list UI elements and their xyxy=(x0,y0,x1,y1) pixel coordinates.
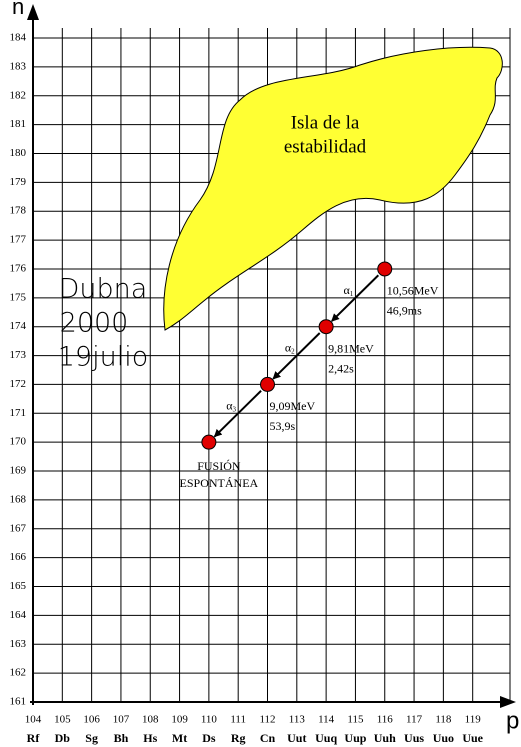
x-tick-label: 108 xyxy=(142,714,159,726)
point xyxy=(260,376,275,392)
alpha: α xyxy=(226,398,233,412)
y-tick-label: 167 xyxy=(10,522,27,534)
y-tick-label: 161 xyxy=(10,696,27,708)
y-tick-label: 174 xyxy=(10,320,27,332)
x-tick-label: 115 xyxy=(347,714,364,726)
x-tick-label: 109 xyxy=(171,714,188,726)
experiment-label: Dubna xyxy=(59,274,148,305)
y-tick-label: 162 xyxy=(10,667,27,679)
decay-symbol: α3 xyxy=(226,398,236,413)
point xyxy=(377,261,393,277)
element-symbol: Rf xyxy=(27,731,41,745)
y-tick-label: 170 xyxy=(10,436,27,448)
y-tick-label: 164 xyxy=(10,609,27,621)
y-tick-label: 175 xyxy=(10,291,27,303)
alpha-index: 1 xyxy=(350,289,354,297)
island-label: estabilidad xyxy=(284,136,367,157)
x-tick-label: 117 xyxy=(406,714,423,726)
experiment-label: 19julio xyxy=(58,342,149,373)
point xyxy=(201,434,217,450)
x-tick-label: 114 xyxy=(318,714,335,726)
element-symbol: Uuq xyxy=(315,731,337,745)
x-tick-label: 112 xyxy=(259,714,275,726)
alpha-index: 2 xyxy=(291,347,295,355)
x-tick-label: 113 xyxy=(289,714,306,726)
y-tick-label: 173 xyxy=(10,349,27,361)
y-tick-label: 172 xyxy=(10,378,27,390)
alpha: α xyxy=(343,283,350,297)
element-symbol: Rg xyxy=(231,731,246,745)
y-axis-label: n xyxy=(12,0,24,19)
y-tick-label: 181 xyxy=(10,118,27,130)
island-of-stability xyxy=(163,46,503,331)
element-symbol: Uue xyxy=(462,731,483,745)
island-label: Isla de la xyxy=(291,112,360,133)
element-symbol: Hs xyxy=(143,731,157,745)
x-axis-arrow xyxy=(500,696,516,708)
final-label: FUSIÓN xyxy=(197,459,241,473)
x-tick-label: 110 xyxy=(201,714,218,726)
y-tick-label: 163 xyxy=(10,638,27,650)
x-tick-label: 107 xyxy=(113,714,130,726)
y-tick-label: 177 xyxy=(10,234,27,246)
element-symbol: Uut xyxy=(287,731,306,745)
decay-symbol: α2 xyxy=(285,340,295,355)
x-tick-label: 104 xyxy=(25,714,42,726)
y-tick-label: 169 xyxy=(10,465,27,477)
decay-time: 53,9s xyxy=(270,419,296,433)
decay-time: 2,42s xyxy=(328,361,354,375)
x-tick-label: 119 xyxy=(465,714,482,726)
point xyxy=(318,319,334,335)
element-symbol: Db xyxy=(55,731,71,745)
experiment-label: 2000 xyxy=(60,308,129,339)
decay-arrow xyxy=(331,274,380,322)
final-label: ESPONTÁNEA xyxy=(180,476,259,490)
decay-arrow xyxy=(213,390,262,438)
y-tick-label: 182 xyxy=(10,89,27,101)
decay-time: 46,9ms xyxy=(387,304,422,318)
alpha: α xyxy=(285,340,292,354)
decay-energy: 9,81MeV xyxy=(328,341,374,355)
alpha-index: 3 xyxy=(232,405,236,413)
element-symbol: Sg xyxy=(85,731,98,745)
element-symbol: Cn xyxy=(260,731,276,745)
x-tick-label: 118 xyxy=(435,714,452,726)
y-tick-label: 165 xyxy=(10,580,27,592)
element-symbol: Uuh xyxy=(374,731,396,745)
x-axis-label: p xyxy=(506,707,519,734)
element-symbol: Mt xyxy=(172,731,187,745)
x-tick-label: 116 xyxy=(377,714,394,726)
y-tick-label: 176 xyxy=(10,262,27,274)
y-tick-label: 180 xyxy=(10,147,27,159)
y-axis-arrow xyxy=(27,4,39,20)
decay-energy: 10,56MeV xyxy=(387,284,439,298)
decay-energy: 9,09MeV xyxy=(270,399,316,413)
y-tick-label: 168 xyxy=(10,493,27,505)
y-tick-label: 166 xyxy=(10,551,27,563)
x-tick-label: 106 xyxy=(83,714,100,726)
y-tick-label: 183 xyxy=(10,60,27,72)
y-tick-label: 178 xyxy=(10,205,27,217)
element-symbol: Ds xyxy=(202,731,216,745)
y-tick-label: 179 xyxy=(10,176,27,188)
decay-arrow xyxy=(272,332,321,380)
y-tick-label: 184 xyxy=(10,32,27,44)
x-tick-label: 105 xyxy=(54,714,71,726)
decay-symbol: α1 xyxy=(343,283,353,298)
y-tick-label: 171 xyxy=(10,407,27,419)
element-symbol: Bh xyxy=(114,731,129,745)
x-tick-label: 111 xyxy=(230,714,246,726)
element-symbol: Uup xyxy=(344,731,366,745)
element-symbol: Uuo xyxy=(433,731,454,745)
element-symbol: Uus xyxy=(404,731,424,745)
